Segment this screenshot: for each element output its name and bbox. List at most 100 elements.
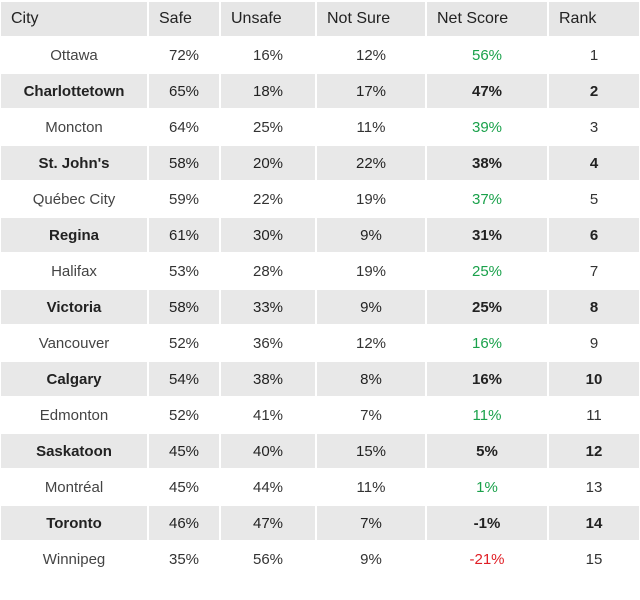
cell-not-sure: 9%	[317, 290, 427, 324]
cell-city: Winnipeg	[1, 542, 149, 576]
table-row: Calgary 54% 38% 8% 16% 10	[1, 362, 639, 396]
cell-safe: 46%	[149, 506, 221, 540]
cell-rank: 12	[549, 434, 639, 468]
cell-rank: 13	[585, 478, 603, 496]
cell-not-sure: 19%	[317, 254, 427, 288]
cell-safe: 61%	[149, 218, 221, 252]
cell-rank: 14	[549, 506, 639, 540]
cell-safe: 52%	[149, 398, 221, 432]
table-row: Québec City 59% 22% 19% 37% 5	[1, 182, 639, 216]
table-row: Vancouver 52% 36% 12% 16% 9	[1, 326, 639, 360]
cell-not-sure: 8%	[317, 362, 427, 396]
cell-not-sure: 12%	[317, 326, 427, 360]
cell-net-score: 38%	[427, 146, 549, 180]
cell-city: Victoria	[1, 290, 149, 324]
table-row: Ottawa 72% 16% 12% 56% 1	[1, 38, 639, 72]
header-net-score: Net Score	[427, 2, 549, 36]
cell-unsafe: 36%	[221, 326, 317, 360]
cell-city: Vancouver	[1, 326, 149, 360]
cell-rank: 8	[549, 290, 639, 324]
cell-not-sure: 11%	[317, 470, 427, 504]
cell-safe: 58%	[149, 290, 221, 324]
cell-rank: 10	[549, 362, 639, 396]
table-row: Montréal 45% 44% 11% 1% 13	[1, 470, 639, 504]
table-row: Halifax 53% 28% 19% 25% 7	[1, 254, 639, 288]
cell-safe: 45%	[149, 470, 221, 504]
cell-net-score: 37%	[427, 182, 549, 216]
cell-safe: 52%	[149, 326, 221, 360]
cell-not-sure: 7%	[317, 398, 427, 432]
cell-unsafe: 44%	[221, 470, 317, 504]
cell-not-sure: 22%	[317, 146, 427, 180]
cell-net-score: 47%	[427, 74, 549, 108]
cell-not-sure: 9%	[317, 218, 427, 252]
cell-city: Ottawa	[1, 38, 149, 72]
cell-unsafe: 30%	[221, 218, 317, 252]
cell-not-sure: 17%	[317, 74, 427, 108]
cell-safe: 64%	[149, 110, 221, 144]
cell-city: Regina	[1, 218, 149, 252]
cell-not-sure: 9%	[317, 542, 427, 576]
cell-city: St. John's	[1, 146, 149, 180]
table-row: Saskatoon 45% 40% 15% 5% 12	[1, 434, 639, 468]
cell-unsafe: 47%	[221, 506, 317, 540]
cell-net-score: 16%	[427, 326, 549, 360]
cell-unsafe: 40%	[221, 434, 317, 468]
table-row: Winnipeg 35% 56% 9% -21% 15	[1, 542, 639, 576]
header-unsafe: Unsafe	[221, 2, 317, 36]
cell-city: Charlottetown	[1, 74, 149, 108]
cell-safe: 59%	[149, 182, 221, 216]
cell-unsafe: 33%	[221, 290, 317, 324]
cell-not-sure: 11%	[317, 110, 427, 144]
cell-rank: 11	[586, 406, 602, 424]
header-not-sure: Not Sure	[317, 2, 427, 36]
table-row: Toronto 46% 47% 7% -1% 14	[1, 506, 639, 540]
cell-safe: 45%	[149, 434, 221, 468]
cell-not-sure: 12%	[317, 38, 427, 72]
cell-rank: 4	[549, 146, 639, 180]
cell-safe: 54%	[149, 362, 221, 396]
table-row: St. John's 58% 20% 22% 38% 4	[1, 146, 639, 180]
header-row: City Safe Unsafe Not Sure Net Score Rank	[1, 2, 639, 36]
cell-unsafe: 25%	[221, 110, 317, 144]
cell-rank: 6	[549, 218, 639, 252]
table-row: Victoria 58% 33% 9% 25% 8	[1, 290, 639, 324]
cell-unsafe: 41%	[221, 398, 317, 432]
cell-rank: 9	[589, 334, 599, 352]
table-row: Regina 61% 30% 9% 31% 6	[1, 218, 639, 252]
cell-city: Edmonton	[1, 398, 149, 432]
cell-rank: 5	[589, 190, 599, 208]
cell-unsafe: 56%	[221, 542, 317, 576]
cell-rank: 7	[589, 262, 599, 280]
cell-not-sure: 7%	[317, 506, 427, 540]
header-rank: Rank	[549, 2, 639, 36]
cell-net-score: 25%	[427, 254, 549, 288]
cell-safe: 35%	[149, 542, 221, 576]
cell-city: Montréal	[1, 470, 149, 504]
cell-net-score: 25%	[427, 290, 549, 324]
cell-unsafe: 38%	[221, 362, 317, 396]
cell-not-sure: 15%	[317, 434, 427, 468]
cell-net-score: -21%	[427, 542, 549, 576]
cell-safe: 58%	[149, 146, 221, 180]
table-body: Ottawa 72% 16% 12% 56% 1 Charlottetown 65% 18% 17…	[1, 38, 639, 576]
cell-net-score: 5%	[427, 434, 549, 468]
cell-net-score: 56%	[427, 38, 549, 72]
cell-unsafe: 28%	[221, 254, 317, 288]
cell-net-score: -1%	[427, 506, 549, 540]
table-row: Charlottetown 65% 18% 17% 47% 2	[1, 74, 639, 108]
cell-not-sure: 19%	[317, 182, 427, 216]
cell-net-score: 39%	[427, 110, 549, 144]
header-city: City	[1, 2, 149, 36]
table-row: Edmonton 52% 41% 7% 11% 11	[1, 398, 639, 432]
cell-unsafe: 20%	[221, 146, 317, 180]
header-safe: Safe	[149, 2, 221, 36]
cell-net-score: 16%	[427, 362, 549, 396]
cell-city: Halifax	[1, 254, 149, 288]
cell-safe: 53%	[149, 254, 221, 288]
cell-safe: 72%	[149, 38, 221, 72]
cell-net-score: 31%	[427, 218, 549, 252]
city-safety-table: City Safe Unsafe Not Sure Net Score Rank…	[1, 0, 639, 578]
cell-city: Québec City	[1, 182, 149, 216]
cell-unsafe: 16%	[221, 38, 317, 72]
